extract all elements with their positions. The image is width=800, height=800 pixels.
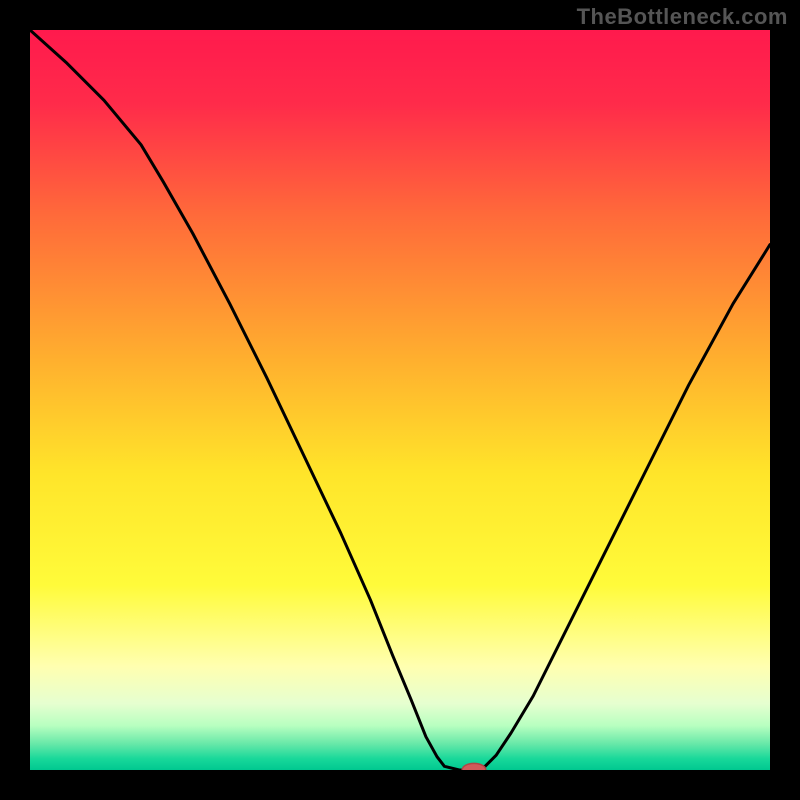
chart-frame: TheBottleneck.com [0,0,800,800]
chart-background [30,30,770,770]
plot-area [30,30,770,770]
attribution-text: TheBottleneck.com [577,4,788,30]
chart-svg [30,30,770,770]
